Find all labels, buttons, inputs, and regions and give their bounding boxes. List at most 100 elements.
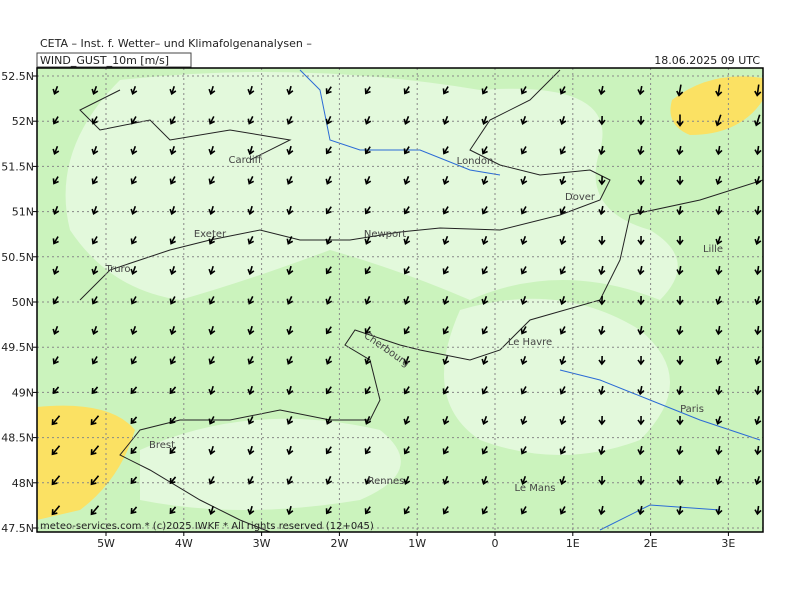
arrow-shape: [403, 506, 410, 515]
wind-arrow: [208, 236, 216, 245]
wind-arrow: [325, 266, 332, 275]
arrow-shape: [130, 325, 138, 336]
wind-arrow: [481, 235, 489, 246]
arrow-shape: [559, 206, 566, 215]
wind-arrow: [520, 206, 527, 215]
arrow-shape: [325, 386, 332, 395]
wind-arrow: [403, 415, 411, 425]
arrow-shape: [637, 115, 645, 126]
city-label: Le Mans: [514, 483, 555, 494]
arrow-shape: [481, 175, 489, 186]
arrow-shape: [91, 325, 99, 336]
wind-arrow: [442, 175, 450, 185]
wind-arrow: [754, 475, 762, 486]
wind-arrow: [208, 145, 216, 156]
arrow-shape: [325, 446, 332, 455]
arrow-shape: [715, 175, 723, 186]
wind-arrow: [325, 176, 333, 185]
arrow-shape: [169, 356, 176, 365]
wind-arrow: [676, 385, 684, 396]
wind-arrow: [637, 235, 645, 246]
arrow-shape: [442, 446, 449, 455]
arrow-shape: [130, 85, 138, 96]
wind-arrow: [559, 146, 566, 155]
arrow-shape: [559, 475, 567, 486]
arrow-shape: [442, 415, 450, 425]
wind-arrow: [598, 415, 606, 426]
arrow-shape: [364, 356, 372, 365]
wind-arrow: [208, 476, 216, 485]
wind-arrow: [52, 386, 60, 395]
arrow-shape: [520, 115, 528, 126]
arrow-shape: [637, 325, 645, 336]
arrow-shape: [442, 206, 449, 215]
wind-arrow: [754, 385, 762, 396]
arrow-shape: [598, 295, 606, 306]
wind-arrow: [169, 145, 177, 156]
arrow-shape: [559, 446, 566, 455]
wind-arrow: [637, 205, 645, 216]
arrow-shape: [754, 175, 762, 186]
wind-arrow: [559, 475, 567, 486]
arrow-shape: [520, 146, 527, 155]
wind-arrow: [559, 235, 567, 246]
arrow-shape: [52, 386, 60, 395]
arrow-shape: [676, 296, 684, 306]
arrow-shape: [442, 475, 450, 485]
wind-arrow: [51, 475, 61, 486]
arrow-shape: [169, 176, 176, 185]
wind-arrow: [90, 445, 100, 456]
wind-arrow: [52, 116, 59, 125]
arrow-shape: [637, 295, 645, 306]
arrow-shape: [481, 415, 489, 426]
arrow-shape: [637, 415, 645, 426]
arrow-shape: [247, 85, 255, 96]
lat-label: 48.5N: [1, 432, 34, 445]
wind-arrow: [442, 295, 450, 305]
wind-arrow: [364, 416, 372, 425]
wind-arrow: [598, 385, 606, 396]
wind-arrow: [754, 355, 762, 366]
arrow-shape: [442, 115, 450, 125]
wind-arrow: [364, 206, 371, 215]
wind-arrow: [247, 85, 255, 96]
wind-arrow: [364, 326, 371, 335]
arrow-shape: [559, 86, 566, 95]
wind-arrow: [520, 475, 528, 486]
arrow-shape: [286, 116, 294, 125]
arrow-shape: [208, 145, 216, 156]
wind-arrow: [364, 116, 372, 125]
arrow-shape: [481, 235, 489, 246]
wind-arrow: [559, 115, 567, 126]
wind-arrow: [637, 385, 645, 396]
arrow-shape: [325, 416, 333, 425]
wind-arrow: [442, 115, 450, 125]
wind-arrow: [714, 114, 722, 127]
lat-label: 50.5N: [1, 251, 34, 264]
arrow-shape: [364, 146, 371, 155]
arrow-shape: [91, 236, 98, 245]
wind-arrow: [520, 446, 527, 455]
arrow-shape: [130, 356, 137, 365]
wind-arrow: [637, 265, 645, 276]
wind-arrow: [247, 416, 255, 425]
arrow-shape: [364, 296, 372, 305]
map-frame: [36, 67, 764, 533]
arrow-shape: [91, 145, 99, 156]
arrow-shape: [481, 206, 488, 215]
wind-arrow: [442, 446, 449, 455]
wind-arrow: [637, 145, 645, 156]
arrow-shape: [403, 115, 411, 125]
wind-arrow: [91, 116, 98, 125]
arrow-shape: [130, 296, 137, 305]
wind-arrow: [169, 446, 177, 455]
wind-arrow: [442, 506, 449, 515]
graticule: [37, 68, 763, 532]
arrow-shape: [637, 475, 645, 486]
arrow-shape: [52, 265, 60, 275]
arrow-shape: [754, 145, 762, 156]
wind-arrow: [52, 296, 59, 305]
arrow-shape: [208, 385, 216, 396]
wind-arrow: [520, 266, 527, 275]
arrow-shape: [637, 145, 645, 156]
